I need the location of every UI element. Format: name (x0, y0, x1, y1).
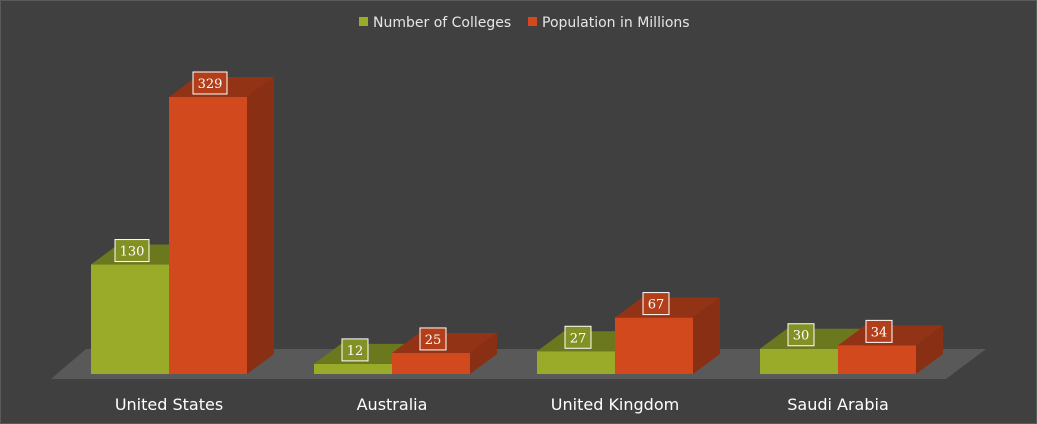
data-label-value: 130 (120, 245, 145, 260)
data-label-value: 12 (347, 344, 364, 359)
bar-front (537, 351, 615, 374)
bar-side (470, 332, 497, 374)
data-label-australia-population-in-millions: 25 (419, 327, 447, 351)
bar-front (169, 97, 247, 374)
legend-label-number-of-colleges: Number of Colleges (373, 15, 511, 31)
bar-group (91, 77, 943, 374)
legend-swatch-population-in-millions (528, 17, 537, 26)
bar-front (615, 317, 693, 374)
bar-side (693, 297, 720, 374)
data-label-value: 329 (198, 77, 223, 92)
bar-side (916, 325, 943, 374)
category-label-saudi-arabia: Saudi Arabia (787, 395, 889, 414)
bar-front (392, 352, 470, 374)
data-label-box (564, 325, 592, 349)
data-label-value: 27 (570, 331, 587, 346)
bar-front (760, 348, 838, 374)
data-label-box (192, 71, 228, 95)
data-label-box (642, 292, 670, 316)
data-label-saudi-arabia-number-of-colleges: 30 (787, 323, 815, 347)
bar-front (838, 345, 916, 374)
data-label-value: 67 (648, 298, 665, 313)
data-label-saudi-arabia-population-in-millions: 34 (865, 319, 893, 343)
data-label-box (865, 319, 893, 343)
legend-label-population-in-millions: Population in Millions (542, 15, 690, 31)
data-label-value: 34 (871, 325, 888, 340)
data-label-united-states-number-of-colleges: 130 (114, 239, 150, 263)
data-label-australia-number-of-colleges: 12 (341, 338, 369, 362)
data-label-united-states-population-in-millions: 329 (192, 71, 228, 95)
data-label-value: 25 (425, 333, 442, 348)
category-axis: United States Australia United Kingdom Saud… (115, 395, 889, 414)
bar-front (314, 363, 392, 374)
data-label-group: 130 329 12 25 27 67 30 34 (114, 71, 893, 362)
data-label-united-kingdom-population-in-millions: 67 (642, 292, 670, 316)
data-label-box (341, 338, 369, 362)
bar-side (247, 77, 274, 374)
data-label-box (787, 323, 815, 347)
category-label-united-states: United States (115, 395, 223, 414)
legend: Number of Colleges Population in Millions (359, 15, 690, 31)
data-label-value: 30 (793, 329, 810, 344)
legend-swatch-number-of-colleges (359, 17, 368, 26)
category-label-united-kingdom: United Kingdom (551, 395, 679, 414)
bar-front (91, 264, 169, 374)
data-label-united-kingdom-number-of-colleges: 27 (564, 325, 592, 349)
data-label-box (419, 327, 447, 351)
chart-floor (51, 349, 986, 379)
category-label-australia: Australia (357, 395, 428, 414)
bar-united-states-population-in-millions (169, 77, 274, 374)
data-label-box (114, 239, 150, 263)
